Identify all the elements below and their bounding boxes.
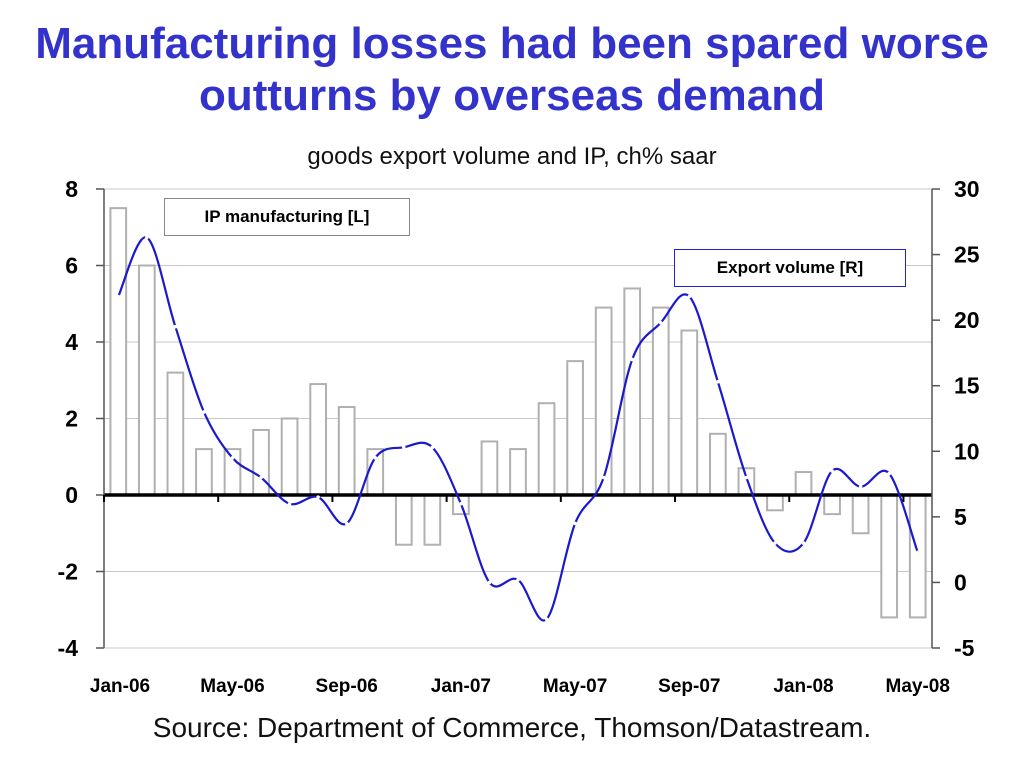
left-tick-label: -2: [58, 559, 78, 585]
point-export-volume: [459, 501, 463, 506]
bar-ip-manufacturing: [109, 207, 128, 496]
bar-ip-manufacturing: [309, 383, 327, 497]
bar-ip-manufacturing: [709, 432, 727, 496]
bar-ip-manufacturing: [366, 448, 385, 497]
legend-export-volume: Export volume [R]: [674, 249, 906, 287]
x-tick-label: May-07: [543, 676, 607, 697]
bar-ip-manufacturing: [880, 494, 899, 619]
bar-ip-manufacturing: [851, 494, 870, 535]
bar-ip-manufacturing: [908, 494, 927, 619]
point-export-volume: [601, 475, 606, 480]
point-export-volume: [487, 580, 492, 585]
left-tick-label: 0: [65, 482, 78, 508]
point-export-volume: [573, 521, 577, 526]
bar-ip-manufacturing: [337, 406, 356, 496]
point-export-volume: [516, 578, 520, 582]
bar-ip-manufacturing: [394, 494, 413, 546]
left-tick-label: 2: [65, 406, 78, 432]
left-tick-label: 8: [65, 176, 78, 202]
point-export-volume: [116, 294, 121, 299]
right-tick-label: 5: [954, 504, 967, 530]
x-tick-label: May-06: [200, 676, 264, 697]
point-export-volume: [716, 379, 720, 384]
bar-ip-manufacturing: [594, 306, 613, 497]
bar-ip-manufacturing: [223, 448, 242, 497]
bar-ip-manufacturing: [623, 287, 642, 497]
source-note: Source: Department of Commerce, Thomson/…: [152, 712, 872, 743]
left-tick-label: -4: [58, 635, 79, 661]
bar-ip-manufacturing: [480, 440, 499, 497]
point-export-volume: [173, 324, 178, 329]
point-export-volume: [744, 475, 749, 480]
bar-ip-manufacturing: [794, 471, 813, 496]
bar-ip-manufacturing: [195, 448, 213, 497]
x-tick-label: Jan-08: [773, 676, 833, 697]
point-export-volume: [430, 445, 435, 450]
bar-ip-manufacturing: [423, 494, 442, 546]
right-tick-label: 25: [954, 242, 980, 268]
bar-ip-manufacturing: [537, 402, 556, 497]
bar-ip-manufacturing: [651, 306, 670, 497]
point-export-volume: [401, 445, 406, 450]
line-export-volume: [117, 236, 919, 622]
right-tick-label: 15: [954, 373, 980, 399]
bar-ip-manufacturing: [509, 448, 527, 497]
point-export-volume: [373, 456, 378, 460]
x-tick-label: Jan-06: [90, 676, 150, 697]
point-export-volume: [230, 456, 235, 460]
bar-ip-manufacturing: [166, 371, 185, 497]
point-export-volume: [773, 541, 777, 545]
right-tick-label: 0: [954, 569, 967, 595]
left-tick-label: 4: [65, 329, 78, 355]
bar-ip-manufacturing: [566, 360, 584, 496]
bar-ip-manufacturing: [823, 494, 841, 516]
bar-ip-manufacturing: [766, 494, 784, 512]
page-title: Manufacturing losses had been spared wor…: [35, 19, 989, 120]
point-export-volume: [630, 357, 635, 362]
right-tick-label: -5: [954, 635, 975, 661]
point-export-volume: [887, 471, 891, 476]
point-export-volume: [145, 235, 149, 240]
bar-ip-manufacturing: [252, 428, 270, 497]
point-export-volume: [544, 617, 549, 621]
point-export-volume: [915, 550, 920, 555]
x-tick-label: Sep-07: [658, 676, 720, 697]
point-export-volume: [316, 495, 320, 499]
point-export-volume: [801, 541, 806, 545]
bar-ip-manufacturing: [137, 264, 156, 496]
right-tick-label: 10: [954, 438, 980, 464]
point-export-volume: [687, 294, 692, 299]
point-export-volume: [830, 469, 834, 473]
x-tick-label: Jan-07: [431, 676, 491, 697]
bar-ip-manufacturing: [280, 417, 299, 496]
legend-ip-manufacturing: IP manufacturing [L]: [164, 198, 410, 236]
chart-subtitle: goods export volume and IP, ch% saar: [307, 143, 717, 170]
point-export-volume: [202, 410, 206, 414]
point-export-volume: [658, 320, 663, 325]
x-tick-label: Sep-06: [316, 676, 378, 697]
point-export-volume: [259, 475, 263, 480]
x-tick-label: May-08: [886, 676, 950, 697]
left-tick-label: 6: [65, 253, 78, 279]
point-export-volume: [287, 501, 292, 506]
point-export-volume: [858, 484, 863, 489]
bar-ip-manufacturing: [680, 329, 699, 496]
right-tick-label: 20: [954, 307, 980, 333]
point-export-volume: [344, 521, 349, 526]
right-tick-label: 30: [954, 176, 980, 202]
